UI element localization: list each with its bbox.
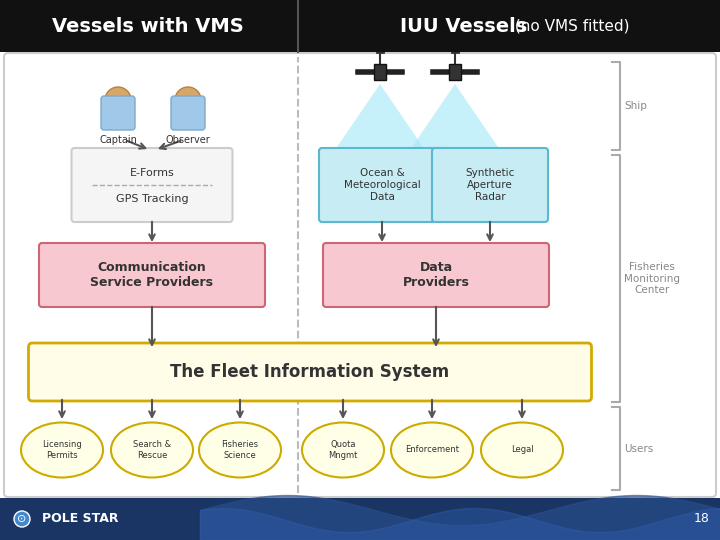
Ellipse shape: [644, 447, 716, 483]
Ellipse shape: [391, 422, 473, 477]
Text: ⊙: ⊙: [17, 514, 27, 524]
Text: Quota
Mngmt: Quota Mngmt: [328, 440, 358, 460]
Circle shape: [105, 87, 131, 113]
Text: Licensing
Permits: Licensing Permits: [42, 440, 82, 460]
FancyBboxPatch shape: [29, 343, 592, 401]
Text: Legal: Legal: [510, 446, 534, 455]
Polygon shape: [335, 84, 425, 150]
Bar: [0, 0, 720, 52]
Text: IUU Vessels: IUU Vessels: [400, 17, 527, 36]
FancyBboxPatch shape: [432, 148, 548, 222]
Circle shape: [14, 511, 30, 527]
Text: GPS Tracking: GPS Tracking: [116, 194, 189, 204]
Text: Observer: Observer: [166, 135, 210, 145]
Bar: [0, 498, 720, 540]
FancyBboxPatch shape: [319, 148, 445, 222]
Ellipse shape: [576, 428, 664, 472]
FancyBboxPatch shape: [171, 96, 205, 130]
Text: Ocean &
Meteorological
Data: Ocean & Meteorological Data: [343, 168, 420, 201]
Circle shape: [175, 87, 201, 113]
Text: Synthetic
Aperture
Radar: Synthetic Aperture Radar: [465, 168, 515, 201]
Text: Search &
Rescue: Search & Rescue: [133, 440, 171, 460]
Text: Fisheries
Science: Fisheries Science: [222, 440, 258, 460]
Ellipse shape: [482, 436, 578, 484]
Polygon shape: [410, 84, 500, 150]
FancyBboxPatch shape: [323, 243, 549, 307]
Text: E-Forms: E-Forms: [130, 168, 174, 178]
Text: The Fleet Information System: The Fleet Information System: [171, 363, 449, 381]
Text: Enforcement: Enforcement: [405, 446, 459, 455]
FancyBboxPatch shape: [4, 53, 716, 497]
FancyBboxPatch shape: [101, 96, 135, 130]
Text: Users: Users: [624, 443, 653, 454]
Ellipse shape: [21, 422, 103, 477]
FancyBboxPatch shape: [39, 243, 265, 307]
Text: Vessels with VMS: Vessels with VMS: [52, 17, 244, 36]
Text: Communication
Service Providers: Communication Service Providers: [91, 261, 214, 289]
Text: Fisheries
Monitoring
Center: Fisheries Monitoring Center: [624, 262, 680, 295]
Text: 18: 18: [694, 512, 710, 525]
Ellipse shape: [481, 422, 563, 477]
Text: Captain: Captain: [99, 135, 137, 145]
Ellipse shape: [199, 422, 281, 477]
Text: (no VMS fitted): (no VMS fitted): [510, 18, 629, 33]
Text: POLE STAR: POLE STAR: [42, 512, 119, 525]
Bar: [374, 64, 386, 80]
Ellipse shape: [302, 422, 384, 477]
Text: Ship: Ship: [624, 101, 647, 111]
Text: Data
Providers: Data Providers: [402, 261, 469, 289]
Bar: [449, 64, 461, 80]
FancyBboxPatch shape: [71, 148, 233, 222]
Ellipse shape: [111, 422, 193, 477]
